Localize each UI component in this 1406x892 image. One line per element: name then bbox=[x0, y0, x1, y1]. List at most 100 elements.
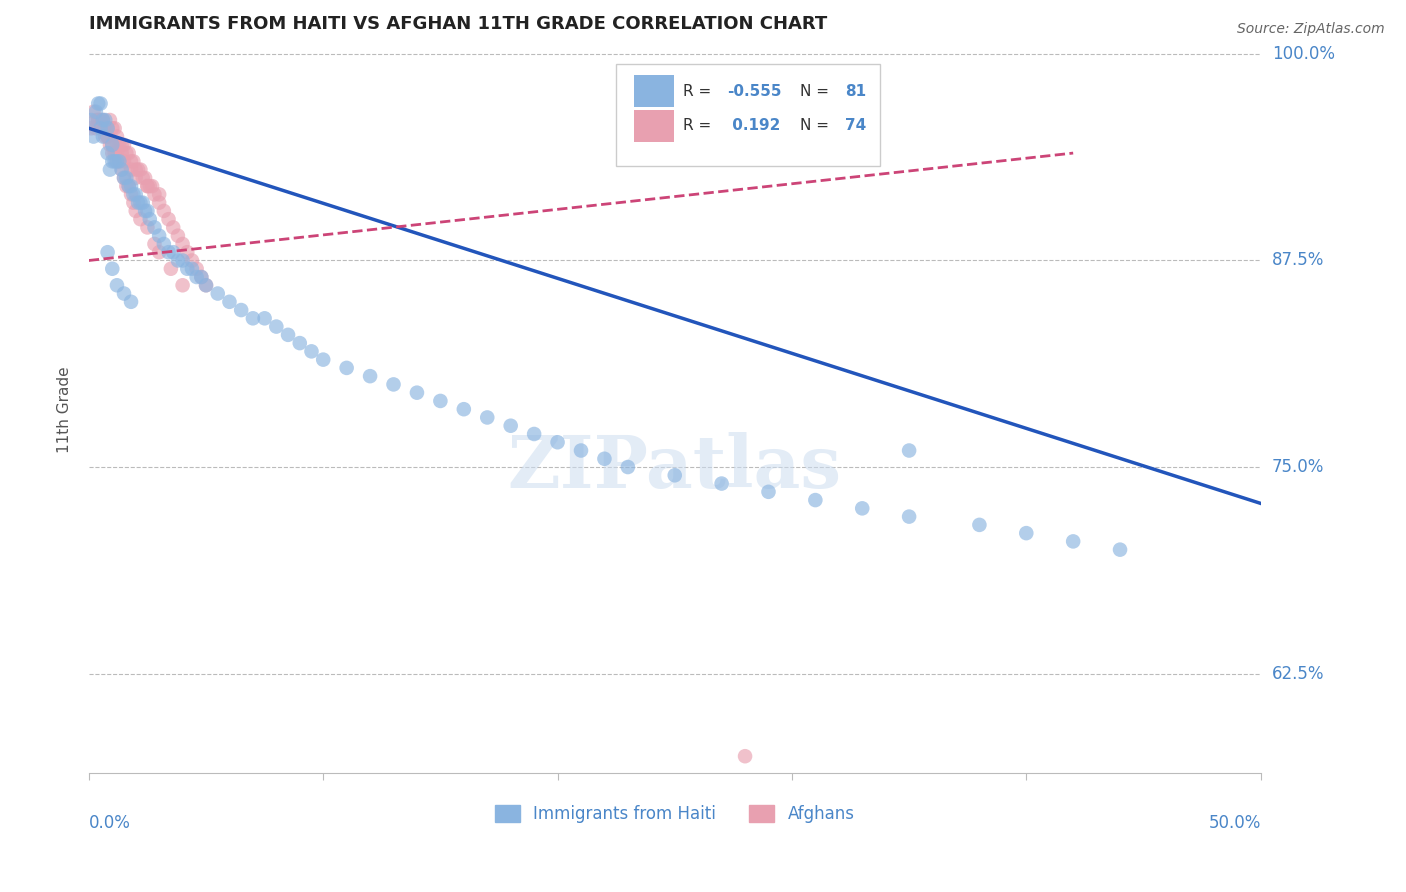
Point bbox=[118, 179, 141, 194]
Point bbox=[125, 203, 148, 218]
Point bbox=[90, 121, 112, 136]
Y-axis label: 11th Grade: 11th Grade bbox=[58, 366, 72, 452]
Point bbox=[94, 129, 117, 144]
Point bbox=[898, 443, 921, 458]
Point bbox=[91, 129, 114, 144]
Point bbox=[734, 749, 756, 764]
Text: 0.0%: 0.0% bbox=[89, 814, 131, 832]
Point bbox=[139, 179, 162, 194]
Point bbox=[125, 187, 148, 202]
Point bbox=[97, 146, 120, 161]
Point bbox=[112, 137, 135, 152]
Point bbox=[186, 270, 208, 285]
Point bbox=[172, 236, 194, 251]
Point bbox=[569, 443, 592, 458]
Point bbox=[112, 154, 135, 169]
Point bbox=[406, 385, 429, 400]
Text: R =: R = bbox=[683, 118, 716, 133]
Point bbox=[105, 154, 128, 169]
Point bbox=[231, 303, 253, 318]
Point bbox=[207, 286, 229, 301]
FancyBboxPatch shape bbox=[616, 64, 880, 166]
Point bbox=[108, 137, 131, 152]
Point bbox=[382, 377, 405, 392]
Point bbox=[91, 121, 114, 136]
Point bbox=[176, 261, 198, 276]
Point bbox=[115, 170, 138, 185]
Point bbox=[97, 121, 120, 136]
Point bbox=[242, 311, 264, 326]
Point bbox=[105, 154, 128, 169]
Point bbox=[153, 203, 176, 218]
Point bbox=[804, 493, 827, 508]
Text: 74: 74 bbox=[845, 118, 866, 133]
Point bbox=[118, 179, 141, 194]
Point bbox=[101, 146, 124, 161]
Point bbox=[148, 195, 170, 210]
Point bbox=[125, 162, 148, 177]
Legend: Immigrants from Haiti, Afghans: Immigrants from Haiti, Afghans bbox=[488, 798, 862, 830]
Point bbox=[94, 113, 117, 128]
Point bbox=[136, 203, 159, 218]
Point bbox=[104, 121, 127, 136]
Point bbox=[523, 427, 546, 442]
Point bbox=[84, 121, 107, 136]
Point bbox=[120, 162, 142, 177]
Point bbox=[122, 195, 145, 210]
Point bbox=[80, 113, 103, 128]
Text: 87.5%: 87.5% bbox=[1272, 252, 1324, 269]
Point bbox=[453, 402, 475, 417]
Point bbox=[139, 212, 162, 227]
Point bbox=[148, 187, 170, 202]
Point bbox=[108, 154, 131, 169]
Point bbox=[181, 253, 204, 268]
Point bbox=[359, 369, 381, 384]
Point bbox=[122, 154, 145, 169]
Point bbox=[97, 129, 120, 144]
Point bbox=[969, 517, 991, 532]
Point bbox=[218, 294, 240, 309]
Point bbox=[1062, 534, 1084, 549]
Text: ZIPatlas: ZIPatlas bbox=[508, 432, 842, 503]
Point bbox=[111, 137, 134, 152]
Point bbox=[429, 393, 451, 408]
Point bbox=[195, 278, 218, 293]
Text: 81: 81 bbox=[845, 84, 866, 99]
Point bbox=[148, 228, 170, 243]
Point bbox=[277, 327, 299, 342]
Point bbox=[136, 220, 159, 235]
Point bbox=[104, 154, 127, 169]
Point bbox=[105, 278, 128, 293]
Point bbox=[617, 460, 640, 475]
Point bbox=[710, 476, 733, 491]
Point bbox=[105, 137, 128, 152]
Point bbox=[1015, 526, 1038, 541]
Point bbox=[87, 113, 110, 128]
Point bbox=[499, 418, 522, 433]
Point bbox=[253, 311, 276, 326]
Text: 75.0%: 75.0% bbox=[1272, 458, 1324, 476]
Point bbox=[547, 435, 569, 450]
Text: -0.555: -0.555 bbox=[727, 84, 782, 99]
Point bbox=[181, 261, 204, 276]
Point bbox=[90, 113, 112, 128]
Point bbox=[87, 113, 110, 128]
Point bbox=[101, 261, 124, 276]
Point bbox=[90, 96, 112, 111]
Point bbox=[167, 228, 190, 243]
Text: 0.192: 0.192 bbox=[727, 118, 780, 133]
Point bbox=[120, 187, 142, 202]
Point bbox=[664, 468, 686, 483]
Point bbox=[111, 162, 134, 177]
Point bbox=[115, 146, 138, 161]
Point bbox=[111, 162, 134, 177]
Text: 62.5%: 62.5% bbox=[1272, 665, 1324, 682]
Text: IMMIGRANTS FROM HAITI VS AFGHAN 11TH GRADE CORRELATION CHART: IMMIGRANTS FROM HAITI VS AFGHAN 11TH GRA… bbox=[89, 15, 827, 33]
Point bbox=[157, 245, 180, 260]
Point bbox=[120, 294, 142, 309]
Point bbox=[97, 129, 120, 144]
Point bbox=[125, 170, 148, 185]
Point bbox=[190, 270, 212, 285]
Text: R =: R = bbox=[683, 84, 716, 99]
Point bbox=[186, 261, 208, 276]
